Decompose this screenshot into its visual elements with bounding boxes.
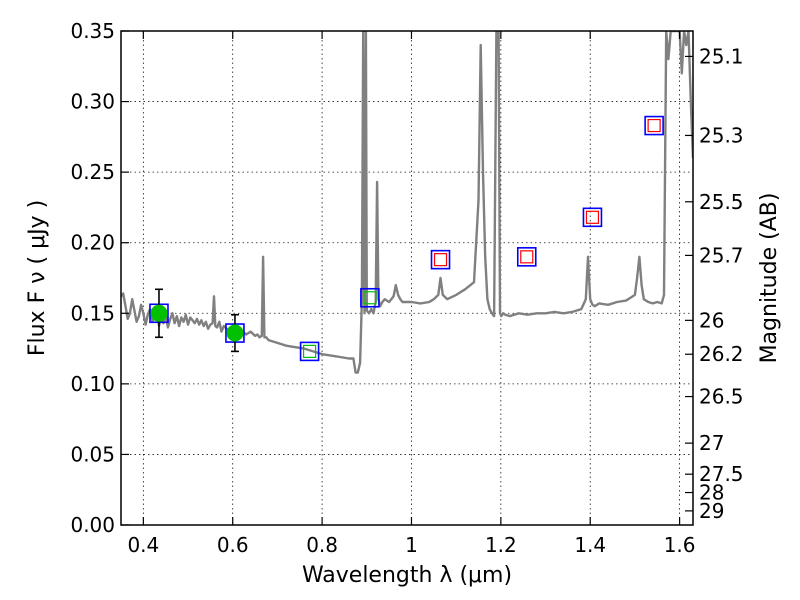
x-tick-label: 1.4 xyxy=(574,533,606,557)
y-axis-title: Flux F ν ( μJy ) xyxy=(25,200,50,356)
x-tick-label: 1.6 xyxy=(664,533,696,557)
model-box-marker xyxy=(299,341,320,362)
right-tick-label: 25.1 xyxy=(699,44,744,68)
right-axis-title: Magnitude (AB) xyxy=(757,193,782,364)
model-box-marker xyxy=(644,115,664,136)
right-tick-label: 25.3 xyxy=(699,123,744,147)
y-tick-label: 0.05 xyxy=(70,442,115,466)
model-box-marker xyxy=(582,207,603,228)
right-tick-label: 25.7 xyxy=(699,243,744,267)
plot-frame xyxy=(120,30,694,526)
x-tick-label: 0.4 xyxy=(127,533,159,557)
right-tick-label: 28 xyxy=(699,481,724,505)
x-tick-label: 1.2 xyxy=(485,533,517,557)
right-tick-label: 26.5 xyxy=(699,385,744,409)
x-tick-label: 1 xyxy=(405,533,418,557)
y-tick-label: 0.20 xyxy=(70,231,115,255)
y-tick-label: 0.00 xyxy=(70,513,115,537)
photometry-point xyxy=(226,324,244,342)
right-tick-label: 27 xyxy=(699,431,724,455)
green-open-square xyxy=(363,291,377,305)
red-open-square xyxy=(433,253,448,267)
ticks xyxy=(121,30,693,526)
red-open-square xyxy=(647,118,661,133)
y-tick-label: 0.25 xyxy=(70,160,115,184)
x-tick-label: 0.8 xyxy=(306,533,338,557)
grid xyxy=(121,31,693,525)
spectrum xyxy=(121,31,693,374)
spectrum-line xyxy=(121,31,693,374)
photometry-point xyxy=(150,304,168,322)
right-tick-label: 26.2 xyxy=(699,342,744,366)
y-tick-label: 0.10 xyxy=(70,372,115,396)
right-tick-label: 25.5 xyxy=(699,190,744,214)
model-box-marker xyxy=(430,249,451,270)
photometry-markers xyxy=(149,115,664,362)
red-open-square xyxy=(585,210,600,224)
y-tick-label: 0.35 xyxy=(70,19,115,43)
tick-labels: 0.4 0.6 0.8 1 1.2 1.4 1.6 0.00 0.05 0.10 0.15 0.20 0… xyxy=(70,19,743,557)
right-tick-label: 29 xyxy=(699,499,724,523)
model-box-marker xyxy=(516,247,537,267)
y-tick-label: 0.15 xyxy=(70,301,115,325)
x-axis-title: Wavelength λ (μm) xyxy=(302,563,512,588)
green-open-square xyxy=(302,344,317,358)
right-tick-label: 27.5 xyxy=(699,462,744,486)
y-tick-label: 0.30 xyxy=(70,90,115,114)
right-tick-label: 26 xyxy=(699,308,724,332)
red-open-square xyxy=(520,250,534,264)
x-tick-label: 0.6 xyxy=(217,533,249,557)
model-box-marker xyxy=(360,287,380,308)
